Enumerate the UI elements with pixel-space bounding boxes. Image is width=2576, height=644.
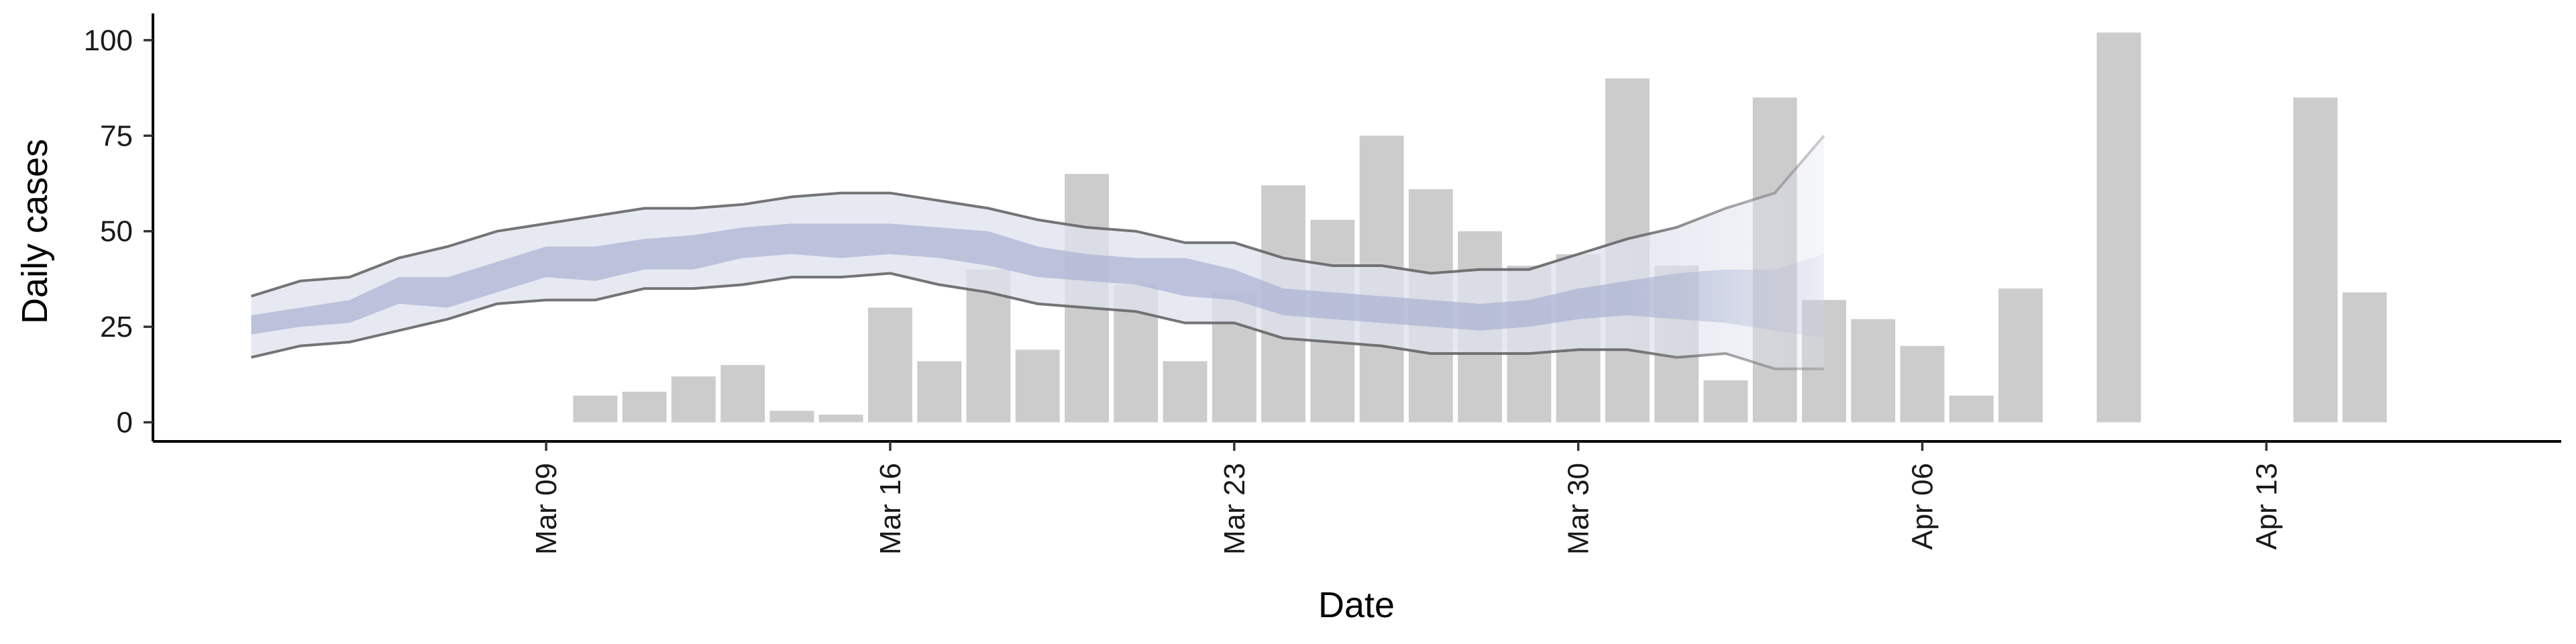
y-tick-label-75: 75 xyxy=(100,119,133,152)
outer-band-upper-line xyxy=(250,134,1825,298)
bar-2020-04-06 xyxy=(1900,345,1945,423)
axes: 0 25 50 75 100 Mar 09 Mar 16 Mar 23 Mar 30 Apr 06… xyxy=(84,13,2561,555)
bar-2020-03-16 xyxy=(868,307,912,423)
bar-2020-04-10 xyxy=(2096,32,2141,423)
bar-2020-03-14 xyxy=(769,411,814,423)
x-tick-label-2020-03-16: Mar 16 xyxy=(874,463,907,555)
y-tick-label-50: 50 xyxy=(100,215,133,248)
bar-2020-03-15 xyxy=(818,415,863,423)
bar-2020-04-07 xyxy=(1949,395,1994,423)
x-tick-label-2020-03-09: Mar 09 xyxy=(530,463,563,555)
bar-2020-04-15 xyxy=(2343,292,2387,423)
bar-2020-03-12 xyxy=(671,376,716,423)
x-tick-label-2020-03-30: Mar 30 xyxy=(1562,463,1595,555)
bar-2020-03-19 xyxy=(1015,350,1060,423)
bar-series xyxy=(573,32,2387,423)
bar-2020-03-11 xyxy=(622,391,667,423)
x-tick-label-2020-04-13: Apr 13 xyxy=(2250,463,2283,550)
x-tick-label-2020-03-23: Mar 23 xyxy=(1218,463,1251,555)
bar-2020-03-10 xyxy=(573,395,618,423)
estimate-bands xyxy=(250,134,1825,370)
y-tick-label-100: 100 xyxy=(84,24,133,57)
x-axis-title: Date xyxy=(1318,585,1395,625)
y-tick-label-25: 25 xyxy=(100,311,133,343)
bar-2020-04-08 xyxy=(1998,288,2043,423)
bar-2020-04-14 xyxy=(2293,97,2338,423)
outer-band-lower-line xyxy=(251,272,1824,370)
bar-2020-04-02 xyxy=(1703,380,1748,423)
bar-2020-04-05 xyxy=(1851,319,1896,423)
y-tick-label-0: 0 xyxy=(117,407,133,439)
bar-2020-03-22 xyxy=(1163,361,1208,423)
y-axis-title: Daily cases xyxy=(15,139,55,324)
x-tick-label-2020-04-06: Apr 06 xyxy=(1907,463,1939,550)
bar-2020-03-17 xyxy=(917,361,962,423)
bar-2020-03-13 xyxy=(720,365,765,423)
inner-band xyxy=(251,223,1824,339)
